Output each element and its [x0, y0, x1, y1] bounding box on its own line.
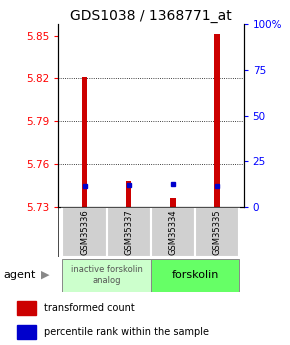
Bar [151, 207, 195, 257]
Bar [62, 259, 151, 292]
Bar [82, 77, 87, 207]
Text: forskolin: forskolin [171, 270, 219, 280]
Text: agent: agent [3, 270, 35, 280]
Bar [107, 207, 151, 257]
Bar [214, 34, 220, 207]
Bar [17, 301, 36, 315]
Bar [195, 207, 239, 257]
Bar [17, 325, 36, 339]
Bar [151, 259, 239, 292]
Text: GSM35337: GSM35337 [124, 209, 133, 255]
Text: percentile rank within the sample: percentile rank within the sample [44, 327, 209, 337]
Bar [170, 198, 175, 207]
Text: ▶: ▶ [41, 270, 49, 280]
Title: GDS1038 / 1368771_at: GDS1038 / 1368771_at [70, 9, 232, 23]
Text: inactive forskolin
analog: inactive forskolin analog [71, 265, 143, 285]
Text: GSM35335: GSM35335 [213, 209, 222, 255]
Text: GSM35334: GSM35334 [168, 209, 177, 255]
Bar [62, 207, 107, 257]
Bar [126, 181, 131, 207]
Text: transformed count: transformed count [44, 303, 135, 313]
Text: GSM35336: GSM35336 [80, 209, 89, 255]
